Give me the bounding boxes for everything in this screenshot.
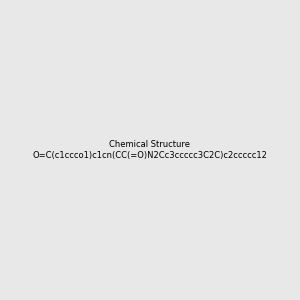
Text: Chemical Structure
O=C(c1ccco1)c1cn(CC(=O)N2Cc3ccccc3C2C)c2ccccc12: Chemical Structure O=C(c1ccco1)c1cn(CC(=…: [33, 140, 267, 160]
